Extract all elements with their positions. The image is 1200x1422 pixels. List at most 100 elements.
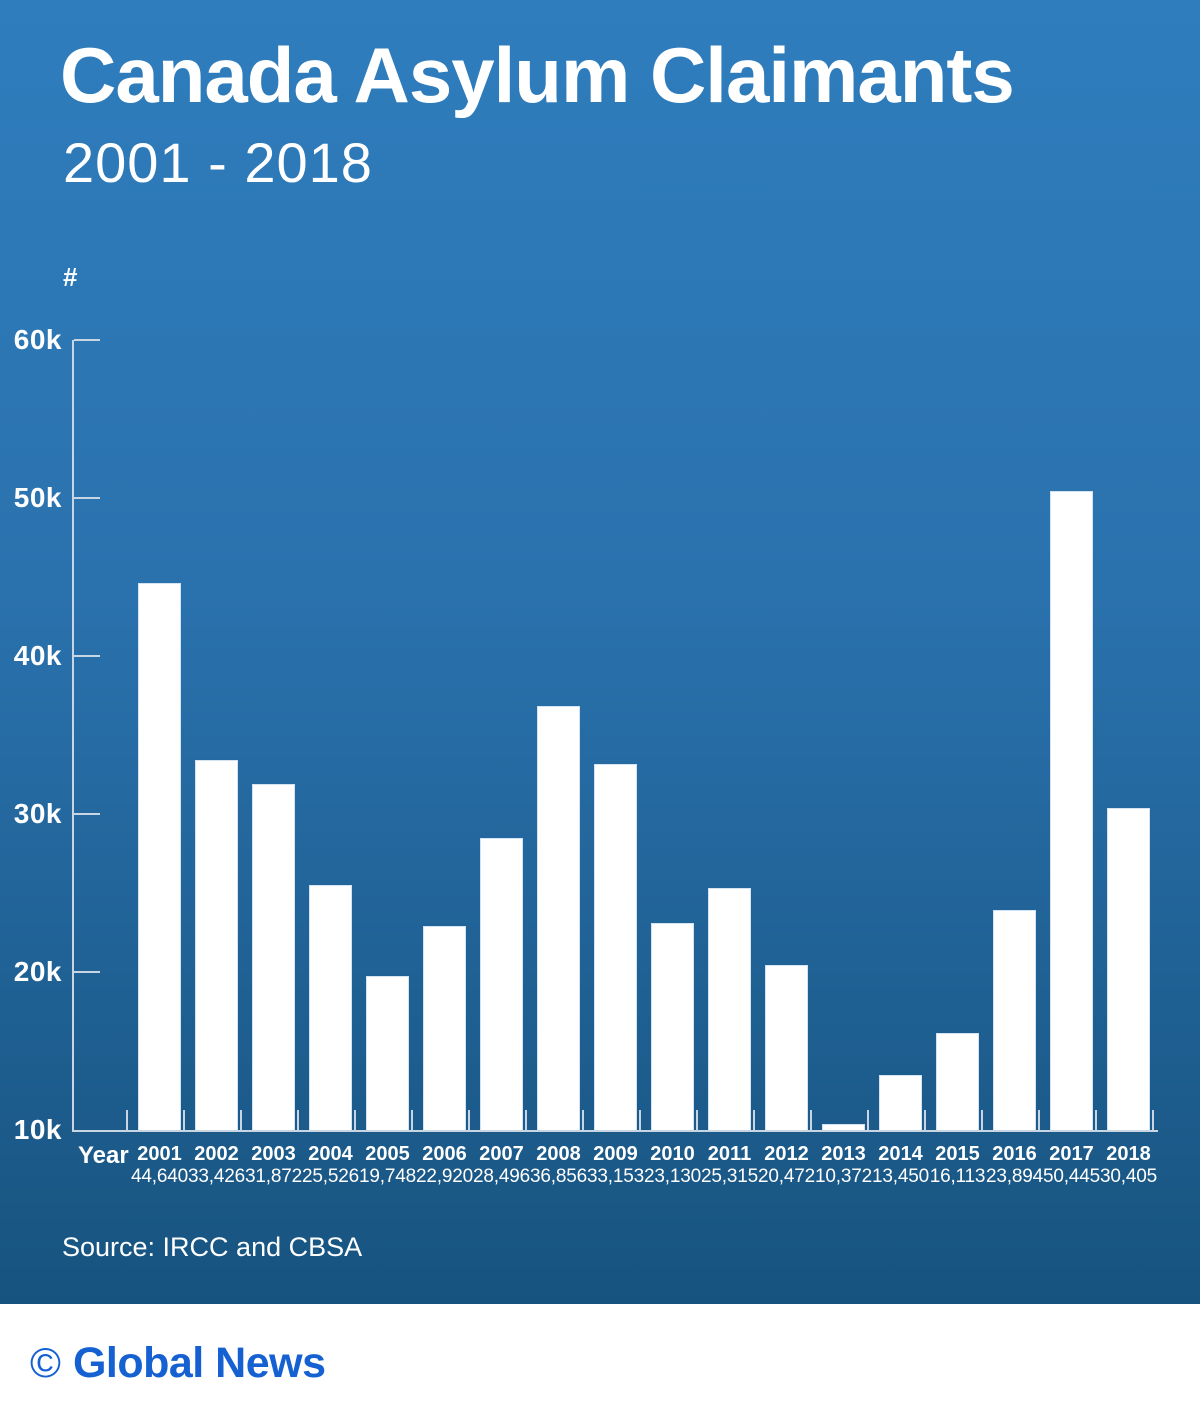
bar-year-label: 2017 xyxy=(1049,1143,1094,1165)
bar-label: 2001 44,640 xyxy=(129,1143,191,1187)
bar-value-label: 13,450 xyxy=(872,1166,929,1187)
footer-band xyxy=(0,1304,1200,1422)
x-tick xyxy=(1152,1110,1154,1130)
bar-year-label: 2006 xyxy=(422,1143,467,1165)
x-tick xyxy=(696,1110,698,1130)
x-tick xyxy=(411,1110,413,1130)
bar-label: 2018 30,405 xyxy=(1098,1143,1160,1187)
bar-2004 xyxy=(309,884,352,1130)
x-tick xyxy=(981,1110,983,1130)
bar-value-label: 16,113 xyxy=(929,1166,986,1187)
bar-value-label: 23,894 xyxy=(986,1166,1043,1187)
x-tick xyxy=(183,1110,185,1130)
page-title: Canada Asylum Claimants xyxy=(60,31,1015,119)
bar-label: 2008 36,856 xyxy=(528,1143,590,1187)
bar-year-label: 2011 xyxy=(707,1143,752,1165)
bar-2002 xyxy=(195,759,238,1130)
bar-2011 xyxy=(708,888,751,1130)
y-tick xyxy=(74,497,100,499)
x-tick xyxy=(468,1110,470,1130)
bar-label: 2013 10,372 xyxy=(813,1143,875,1187)
bar-year-label: 2013 xyxy=(821,1143,866,1165)
bar-year-label: 2008 xyxy=(536,1143,581,1165)
bar-2010 xyxy=(651,922,694,1130)
bar-2007 xyxy=(480,837,523,1130)
bar-label: 2002 33,426 xyxy=(186,1143,248,1187)
x-tick xyxy=(297,1110,299,1130)
source-note: Source: IRCC and CBSA xyxy=(62,1232,363,1262)
bar-2018 xyxy=(1107,807,1150,1130)
x-tick xyxy=(525,1110,527,1130)
bar-value-label: 36,856 xyxy=(530,1166,587,1187)
bar-year-label: 2016 xyxy=(992,1143,1037,1165)
bar-year-label: 2007 xyxy=(479,1143,524,1165)
bar-year-label: 2009 xyxy=(593,1143,638,1165)
brand-name: Global News xyxy=(72,1339,326,1387)
x-axis-line xyxy=(72,1130,1158,1132)
copyright-icon: © xyxy=(30,1339,61,1386)
x-tick xyxy=(639,1110,641,1130)
bar-label: 2012 20,472 xyxy=(756,1143,818,1187)
brand-row: © Global News xyxy=(30,1339,326,1387)
page-subtitle: 2001 - 2018 xyxy=(63,131,373,194)
bar-year-label: 2001 xyxy=(137,1143,182,1165)
x-tick xyxy=(354,1110,356,1130)
bar-label: 2003 31,872 xyxy=(243,1143,305,1187)
x-tick xyxy=(240,1110,242,1130)
y-tick-label: 30k xyxy=(13,798,62,829)
bar-chart: 60k 50k 40k 30k 20k 10k 2001 44,640 2002 33,426 20… xyxy=(13,324,1160,1187)
y-tick-label: 40k xyxy=(13,640,62,671)
bar-label: 2011 25,315 xyxy=(699,1143,761,1187)
y-tick-label: 50k xyxy=(13,482,62,513)
bar-value-label: 31,872 xyxy=(245,1166,302,1187)
y-tick xyxy=(74,971,100,973)
y-axis-unit-label: # xyxy=(63,262,78,292)
bar-2013 xyxy=(822,1124,865,1130)
bar-value-label: 25,315 xyxy=(701,1166,758,1187)
bar-2001 xyxy=(138,582,181,1130)
x-tick xyxy=(924,1110,926,1130)
bar-value-label: 28,496 xyxy=(473,1166,530,1187)
bar-2008 xyxy=(537,705,580,1130)
bar-label: 2016 23,894 xyxy=(984,1143,1046,1187)
bar-value-label: 23,130 xyxy=(644,1166,701,1187)
bar-value-label: 30,405 xyxy=(1100,1166,1157,1187)
x-tick xyxy=(1038,1110,1040,1130)
bar-2015 xyxy=(936,1033,979,1130)
y-tick xyxy=(74,655,100,657)
bar-2014 xyxy=(879,1075,922,1130)
bar-year-label: 2003 xyxy=(251,1143,296,1165)
bar-value-label: 33,153 xyxy=(587,1166,644,1187)
x-tick xyxy=(810,1110,812,1130)
y-axis-line xyxy=(72,340,74,1132)
bar-2017 xyxy=(1050,490,1093,1130)
bar-label: 2004 25,526 xyxy=(300,1143,362,1187)
bar-2003 xyxy=(252,784,295,1130)
bar-year-label: 2004 xyxy=(308,1143,353,1165)
bar-year-label: 2012 xyxy=(764,1143,809,1165)
bar-label: 2010 23,130 xyxy=(642,1143,704,1187)
bar-label: 2015 16,113 xyxy=(927,1143,989,1187)
bar-value-label: 44,640 xyxy=(131,1166,188,1187)
bar-label: 2014 13,450 xyxy=(870,1143,932,1187)
x-tick xyxy=(126,1110,128,1130)
y-tick xyxy=(74,813,100,815)
bar-value-label: 25,526 xyxy=(302,1166,359,1187)
bar-label: 2017 50,445 xyxy=(1041,1143,1103,1187)
bar-2006 xyxy=(423,925,466,1130)
bar-year-label: 2010 xyxy=(650,1143,695,1165)
bar-value-label: 50,445 xyxy=(1043,1166,1100,1187)
bar-2016 xyxy=(993,910,1036,1130)
bar-value-label: 33,426 xyxy=(188,1166,245,1187)
x-tick xyxy=(582,1110,584,1130)
x-tick xyxy=(867,1110,869,1130)
bar-year-label: 2014 xyxy=(878,1143,923,1165)
x-axis-title: Year xyxy=(78,1142,129,1169)
bar-value-label: 20,472 xyxy=(758,1166,815,1187)
y-tick-label: 60k xyxy=(13,324,62,355)
bar-label: 2006 22,920 xyxy=(414,1143,476,1187)
bar-2009 xyxy=(594,764,637,1130)
bar-year-label: 2002 xyxy=(194,1143,239,1165)
bar-year-label: 2005 xyxy=(365,1143,410,1165)
bar-label: 2007 28,496 xyxy=(471,1143,533,1187)
